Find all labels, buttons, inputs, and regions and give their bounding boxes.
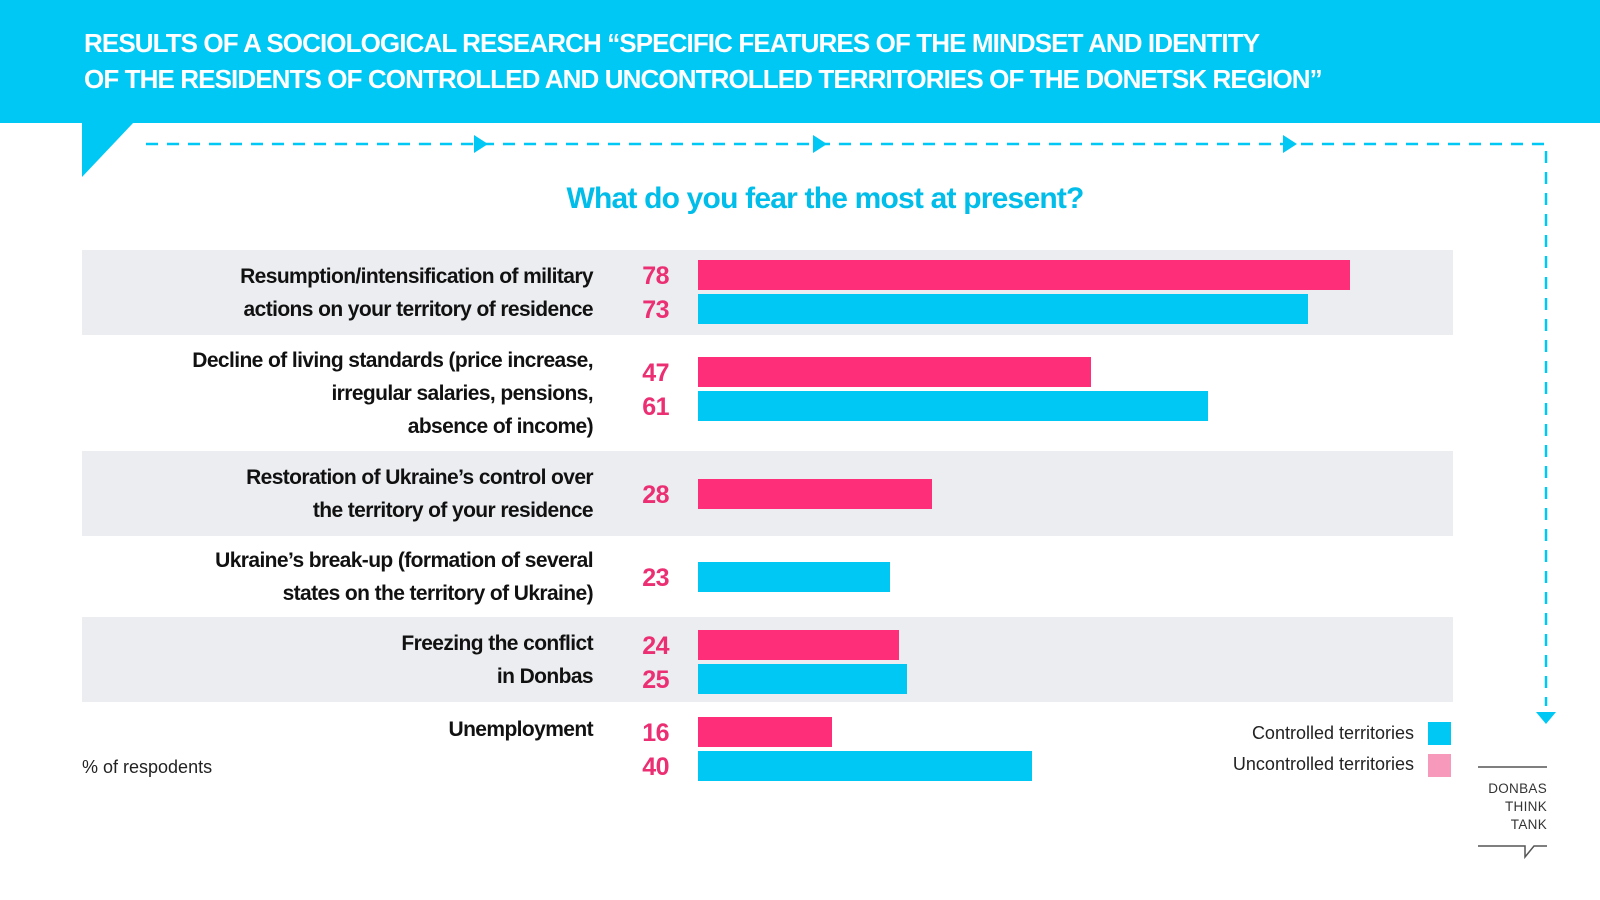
arrow-right-icon [813,135,827,153]
bar-uncontrolled [698,357,1091,387]
value-label: 24 [642,632,669,660]
category-label-line: irregular salaries, pensions, [331,381,593,405]
category-label-line: Unemployment [448,718,594,741]
bar-controlled [698,562,891,592]
category-row: Decline of living standards (price incre… [0,335,1600,451]
category-label-line: states on the territory of Ukraine) [282,581,594,605]
category-label-line: Resumption/intensification of military [240,264,594,288]
bar-uncontrolled [698,630,899,660]
value-label: 28 [642,481,669,509]
category-label-line: Freezing the conflict [401,631,593,655]
bar-controlled [698,391,1208,421]
bar-uncontrolled [698,717,832,747]
arrow-right-icon [1283,135,1297,153]
value-label: 40 [642,753,669,781]
value-label: 25 [642,666,669,694]
category-label: Ukraine’s break-up (formation of several… [215,536,593,617]
logo-text: TANK [1510,817,1547,832]
category-row: Freezing the conflict in Donbas 24 25 [0,617,1600,702]
legend-swatch-uncontrolled [1428,754,1451,777]
logo-text: THINK [1505,799,1547,814]
category-label-line: actions on your territory of residence [243,297,594,321]
value-label: 78 [642,262,669,290]
category-label: Unemployment [449,702,594,790]
value-label: 73 [642,296,669,324]
legend-label-uncontrolled: Uncontrolled territories [1232,754,1414,774]
category-label-line: Restoration of Ukraine’s control over [246,465,594,489]
value-label: 16 [642,719,669,747]
category-label-line: Decline of living standards (price incre… [192,348,593,372]
value-label: 23 [642,564,669,592]
logo-text: DONBAS [1488,781,1547,796]
chart-title: What do you fear the most at present? [566,182,1084,215]
value-label: 47 [642,359,669,387]
category-label-line: absence of income) [407,414,594,438]
arrow-right-icon [474,135,488,153]
donbas-think-tank-logo: DONBAS THINK TANK [1478,766,1547,860]
category-row: Resumption/intensification of military ac… [0,250,1600,335]
legend-swatch-controlled [1428,722,1451,745]
bar-controlled [698,751,1033,781]
category-label-line: the territory of your residence [312,498,594,522]
arrow-down-icon [1536,712,1556,724]
category-label: Freezing the conflict in Donbas [401,617,593,702]
header-title-line2: OF THE RESIDENTS OF CONTROLLED AND UNCON… [84,64,1323,94]
category-row: Restoration of Ukraine’s control over the… [0,451,1600,536]
value-label: 61 [642,393,669,421]
category-label: Decline of living standards (price incre… [192,335,593,451]
legend-label-controlled: Controlled territories [1251,723,1414,743]
unit-note: % of respodents [82,757,213,777]
bar-uncontrolled [698,479,933,509]
category-label: Resumption/intensification of military ac… [240,250,594,335]
header-tab-decoration [82,122,134,177]
category-row: Ukraine’s break-up (formation of several… [0,536,1600,617]
category-label-line: Ukraine’s break-up (formation of several [215,548,593,572]
category-row: Unemployment 16 40 [0,702,1600,790]
category-label-line: in Donbas [496,664,594,688]
category-label: Restoration of Ukraine’s control over the… [246,451,594,536]
bar-uncontrolled [698,260,1350,290]
bar-controlled [698,664,907,694]
header-banner: RESULTS OF A SOCIOLOGICAL RESEARCH “SPEC… [0,0,1600,123]
header-title-line1: RESULTS OF A SOCIOLOGICAL RESEARCH “SPEC… [84,28,1260,58]
bar-controlled [698,294,1309,324]
